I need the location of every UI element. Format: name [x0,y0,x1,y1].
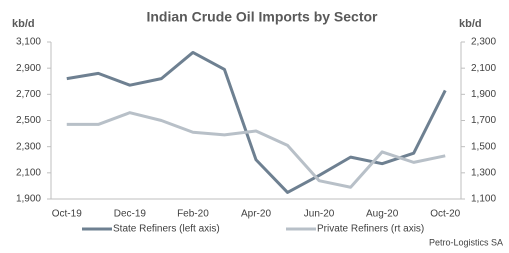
y-tick-label: 1,900 [16,194,41,205]
data-line [66,111,446,189]
y2-tick-label: 1,500 [471,141,496,152]
y2-axis-unit: kb/d [459,18,482,30]
y-tick-label: 2,900 [16,63,41,74]
x-tick-label: Feb-20 [177,209,209,220]
y-tick-label: 2,700 [16,89,41,100]
y-tick-label: 3,100 [16,37,41,48]
y-axis-unit: kb/d [12,18,35,30]
x-tick-label: Oct-19 [52,209,82,220]
y-tick-label: 2,100 [16,167,41,178]
y2-tick-label: 1,900 [471,89,496,100]
y2-tick-label: 2,100 [471,63,496,74]
source: Petro-Logistics SA [429,237,503,247]
y-tick-label: 2,300 [16,141,41,152]
y-tick-label: 2,500 [16,115,41,126]
y2-tick-label: 1,300 [471,167,496,178]
x-tick-label: Dec-19 [114,209,147,220]
x-tick-label: Aug-20 [366,209,399,220]
legend-label: State Refiners (left axis) [113,224,220,235]
x-tick-label: Jun-20 [304,209,335,220]
y2-tick-label: 1,700 [471,115,496,126]
x-tick-label: Apr-20 [241,209,271,220]
x-tick-label: Oct-20 [430,209,460,220]
chart-title: Indian Crude Oil Imports by Sector [146,9,378,25]
y2-tick-label: 2,300 [471,37,496,48]
y2-tick-label: 1,100 [471,194,496,205]
data-line [66,50,447,194]
legend-label: Private Refiners (rt axis) [317,224,424,235]
